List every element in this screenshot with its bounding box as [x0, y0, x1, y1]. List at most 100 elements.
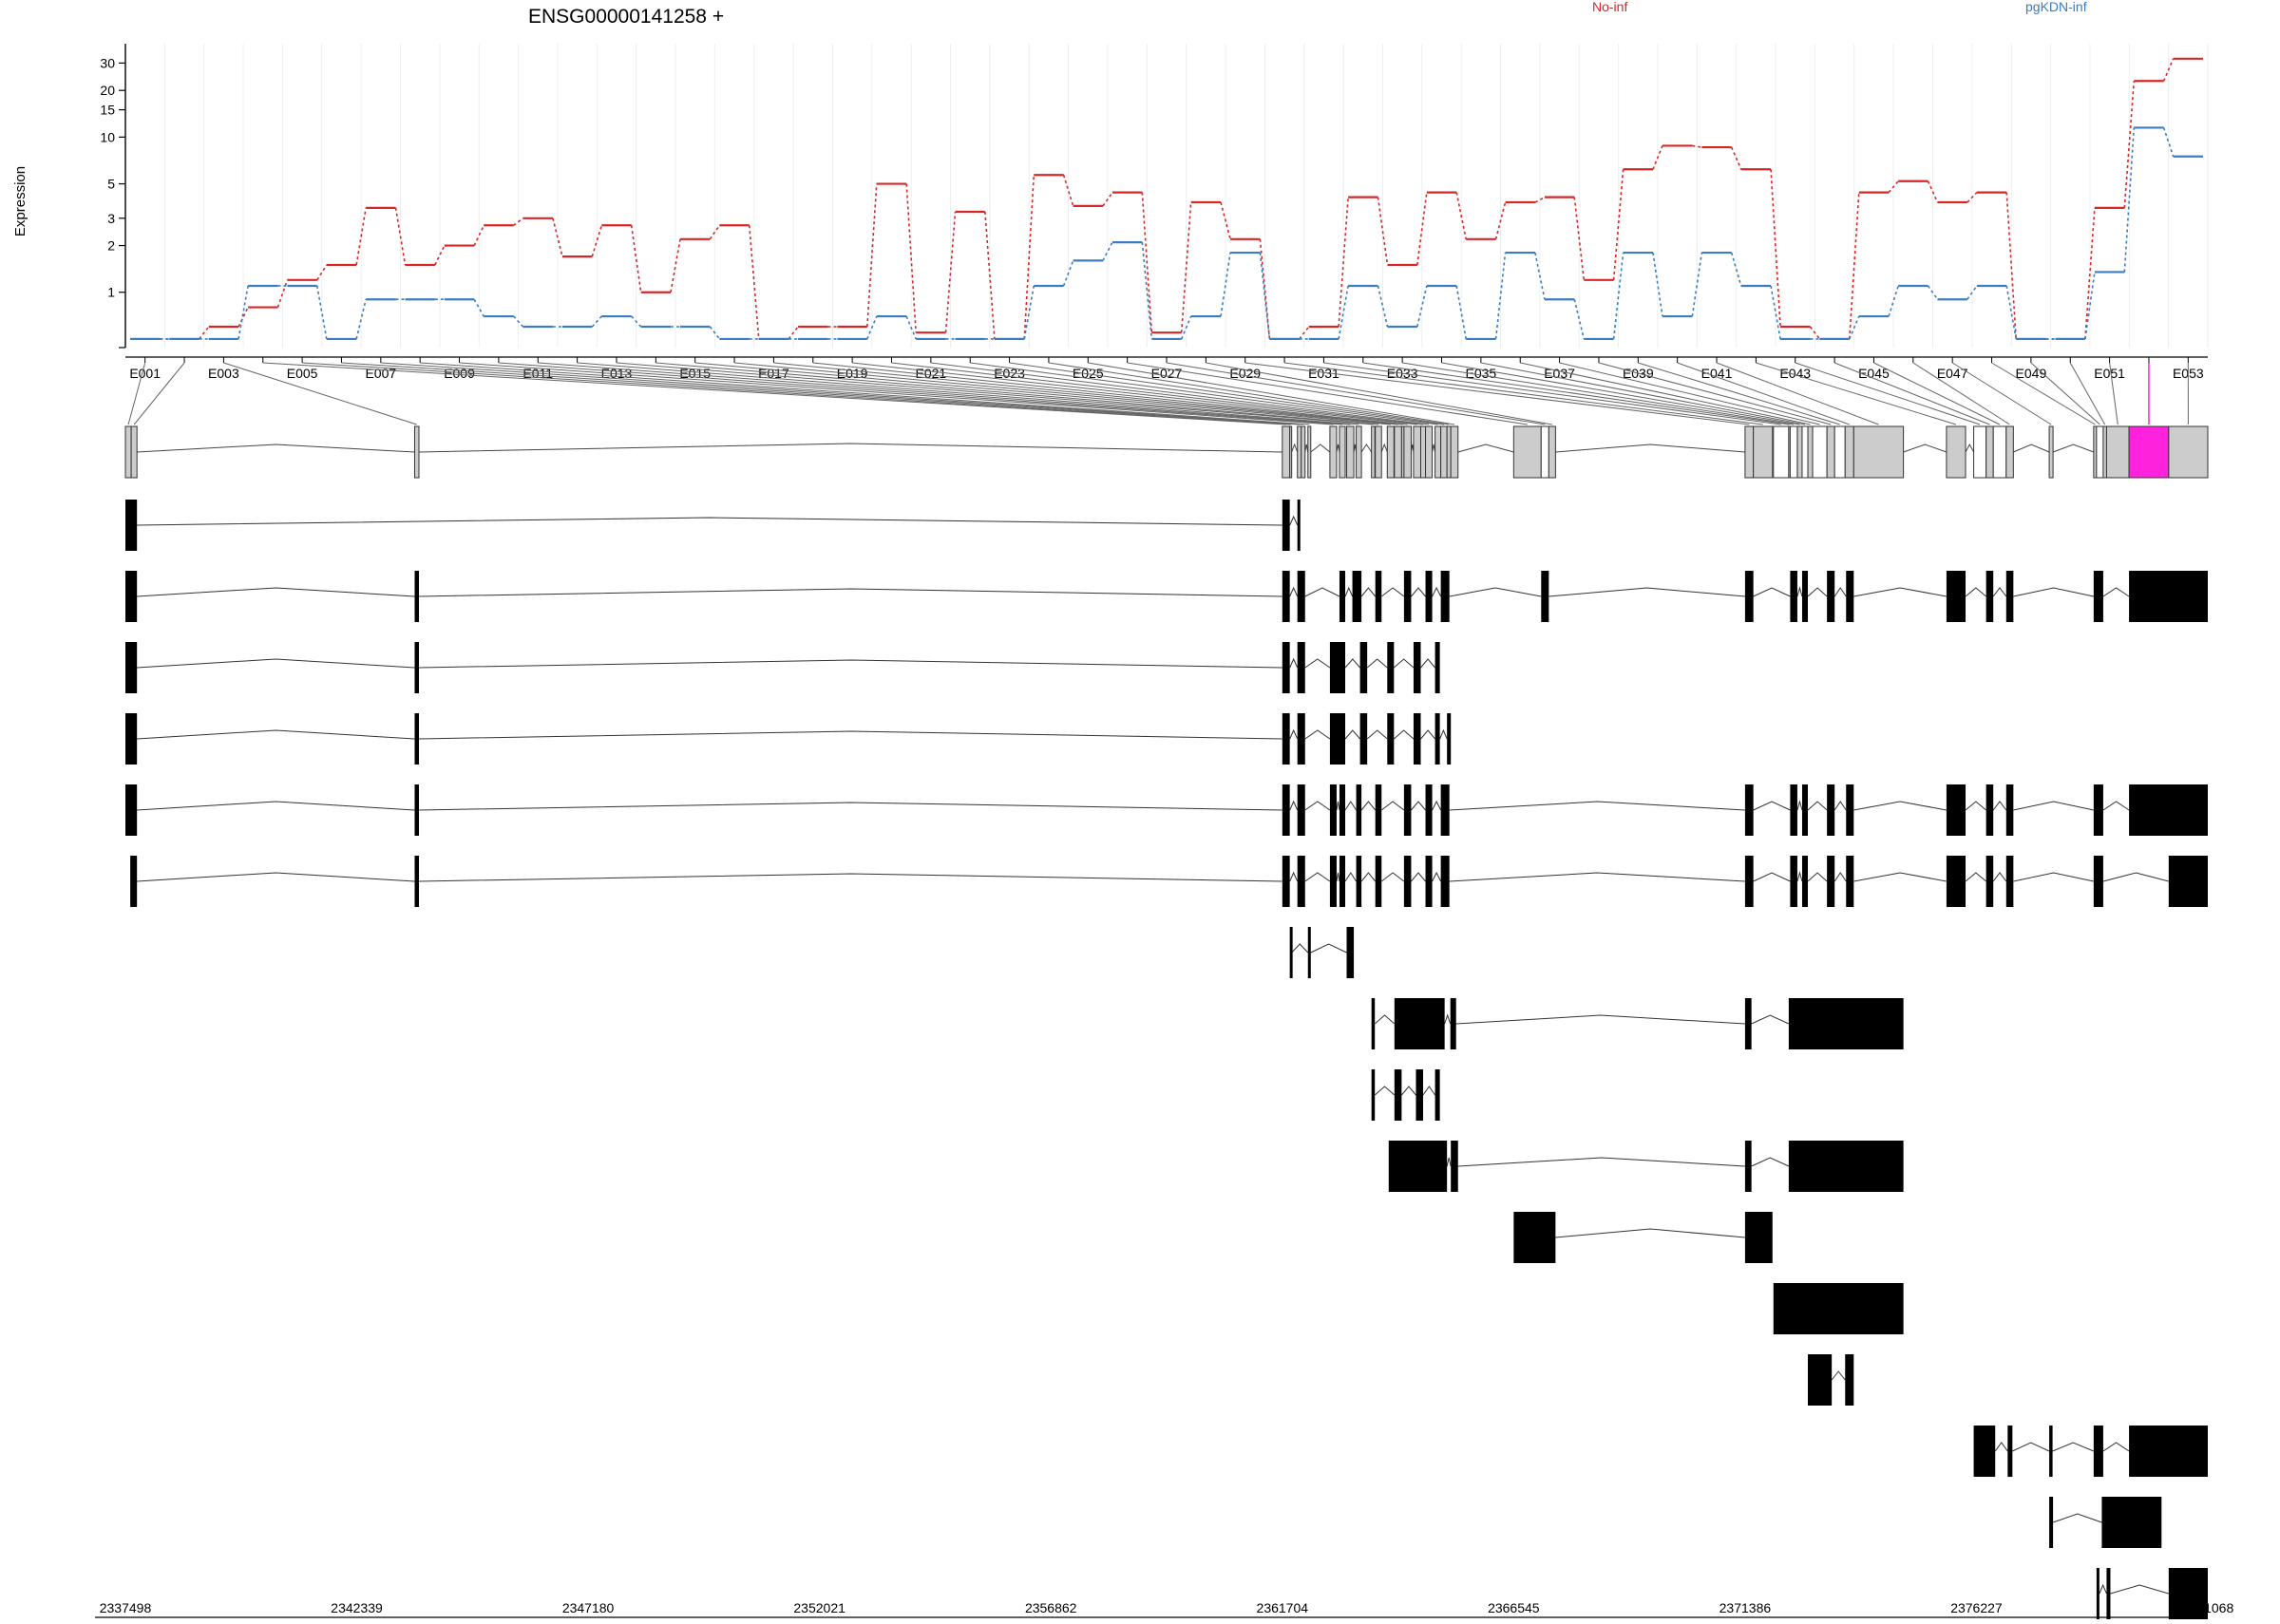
transcript-exon: [1297, 856, 1305, 907]
transcript-exon: [125, 500, 138, 551]
exon-connector: [2069, 362, 2106, 425]
intron-line: [1992, 872, 2007, 882]
transcript-exon: [1434, 642, 1440, 693]
series-connector: [1220, 252, 1231, 317]
transcript-8: [1371, 998, 1904, 1049]
transcript-exon: [125, 642, 138, 693]
exon-connector: [1638, 362, 1840, 425]
exon-connector: [262, 362, 1286, 425]
transcript-exon: [414, 571, 420, 622]
series-connector: [1612, 169, 1624, 280]
transcript-exon: [1801, 784, 1809, 836]
transcript-exon: [1801, 571, 1809, 622]
model-exon: [1973, 425, 1987, 479]
y-tick-label: 20: [100, 83, 115, 98]
model-exon: [124, 425, 132, 479]
genomic-coordinate-axis: 2337498 2342339 2347180 2352021 2356862 23617…: [95, 1600, 2233, 1618]
intron-line: [1422, 1086, 1436, 1096]
exon-connector: [1951, 362, 2052, 425]
series-connector: [355, 299, 367, 340]
series-connector: [1220, 201, 1231, 240]
exon-connector: [1756, 362, 1957, 425]
series-connector: [238, 307, 249, 328]
intron-line: [1344, 586, 1354, 597]
intron-line: [1834, 801, 1847, 811]
series-connector: [1416, 192, 1428, 266]
transcript-exon: [1946, 571, 1966, 622]
series-connector: [276, 279, 289, 308]
series-connector: [709, 326, 721, 340]
transcript-14: [1973, 1426, 2208, 1477]
series-connector: [905, 315, 917, 340]
model-exon: [1512, 425, 1542, 479]
model-exon: [1812, 425, 1828, 479]
intron-line: [1411, 801, 1426, 811]
exon-connector: [1402, 362, 1795, 425]
exon-connector: [970, 362, 1438, 425]
transcript-11: [1513, 1212, 1773, 1263]
series-connector: [1848, 192, 1860, 339]
transcript-exon: [1973, 1426, 1996, 1477]
model-exon: [2128, 425, 2170, 479]
exon-tick-label: E027: [1151, 366, 1183, 381]
coordinate-tick-label: 2371386: [1720, 1600, 1772, 1615]
series-connector: [1966, 285, 1978, 300]
series-connector: [1494, 201, 1507, 240]
intron-line: [1796, 586, 1803, 597]
legend-entry-pgkdn-inf: pgKDN-inf: [2025, 0, 2087, 14]
transcript-exon: [1846, 784, 1854, 836]
model-exon: [1801, 425, 1809, 479]
series-connector: [1730, 146, 1742, 170]
intron-line: [2012, 1442, 2050, 1452]
intron-line: [2052, 444, 2095, 453]
series-connector: [1299, 326, 1310, 340]
transcript-exon: [1946, 784, 1966, 836]
transcript-exon: [1790, 856, 1797, 907]
transcript-exon: [1297, 571, 1305, 622]
intron-line: [1380, 587, 1405, 597]
intron-line: [137, 872, 415, 882]
series-connector: [473, 224, 484, 246]
transcript-exon: [125, 571, 138, 622]
series-connector: [1377, 285, 1389, 328]
transcript-exon: [2129, 1426, 2208, 1477]
intron-line: [1807, 872, 1828, 882]
series-connector: [866, 315, 878, 340]
transcript-exon: [1282, 571, 1290, 622]
intron-line: [2013, 801, 2094, 811]
intron-line: [1289, 657, 1299, 669]
intron-line: [1366, 729, 1388, 740]
intron-line: [1360, 444, 1373, 453]
transcript-15: [2049, 1497, 2162, 1548]
intron-line: [418, 443, 1282, 453]
exon-connector: [812, 362, 1408, 425]
series-connector: [2123, 81, 2136, 208]
intron-line: [1411, 872, 1426, 882]
exon-connector: [1873, 362, 2001, 425]
exon-connector: [133, 362, 185, 425]
y-axis: 1 2 3 5 10 15 20 30: [100, 44, 126, 349]
series-connector: [2123, 127, 2136, 273]
series-connector: [2005, 192, 2018, 339]
exon-connector: [1244, 362, 1750, 425]
intron-line: [1380, 872, 1405, 882]
transcript-exon: [1788, 998, 1904, 1049]
transcript-exon: [1440, 784, 1450, 836]
intron-line: [1336, 801, 1340, 811]
exon-tick-label: E041: [1701, 366, 1733, 381]
coordinate-tick-label: 2376227: [1950, 1600, 2003, 1615]
exon-tick-label: E003: [208, 366, 239, 381]
transcript-exon: [2093, 856, 2103, 907]
intron-line: [1310, 444, 1331, 453]
series-connector: [355, 207, 367, 266]
series-connector: [1730, 252, 1742, 287]
exon-connector: [891, 362, 1424, 425]
intron-line: [1360, 872, 1377, 882]
exon-tick-label: E045: [1858, 366, 1890, 381]
model-exon: [1440, 425, 1448, 479]
transcript-exon: [2106, 1568, 2111, 1619]
transcript-exon: [1440, 571, 1450, 622]
transcript-exon: [2093, 571, 2103, 622]
transcript-exon: [1808, 1354, 1833, 1406]
